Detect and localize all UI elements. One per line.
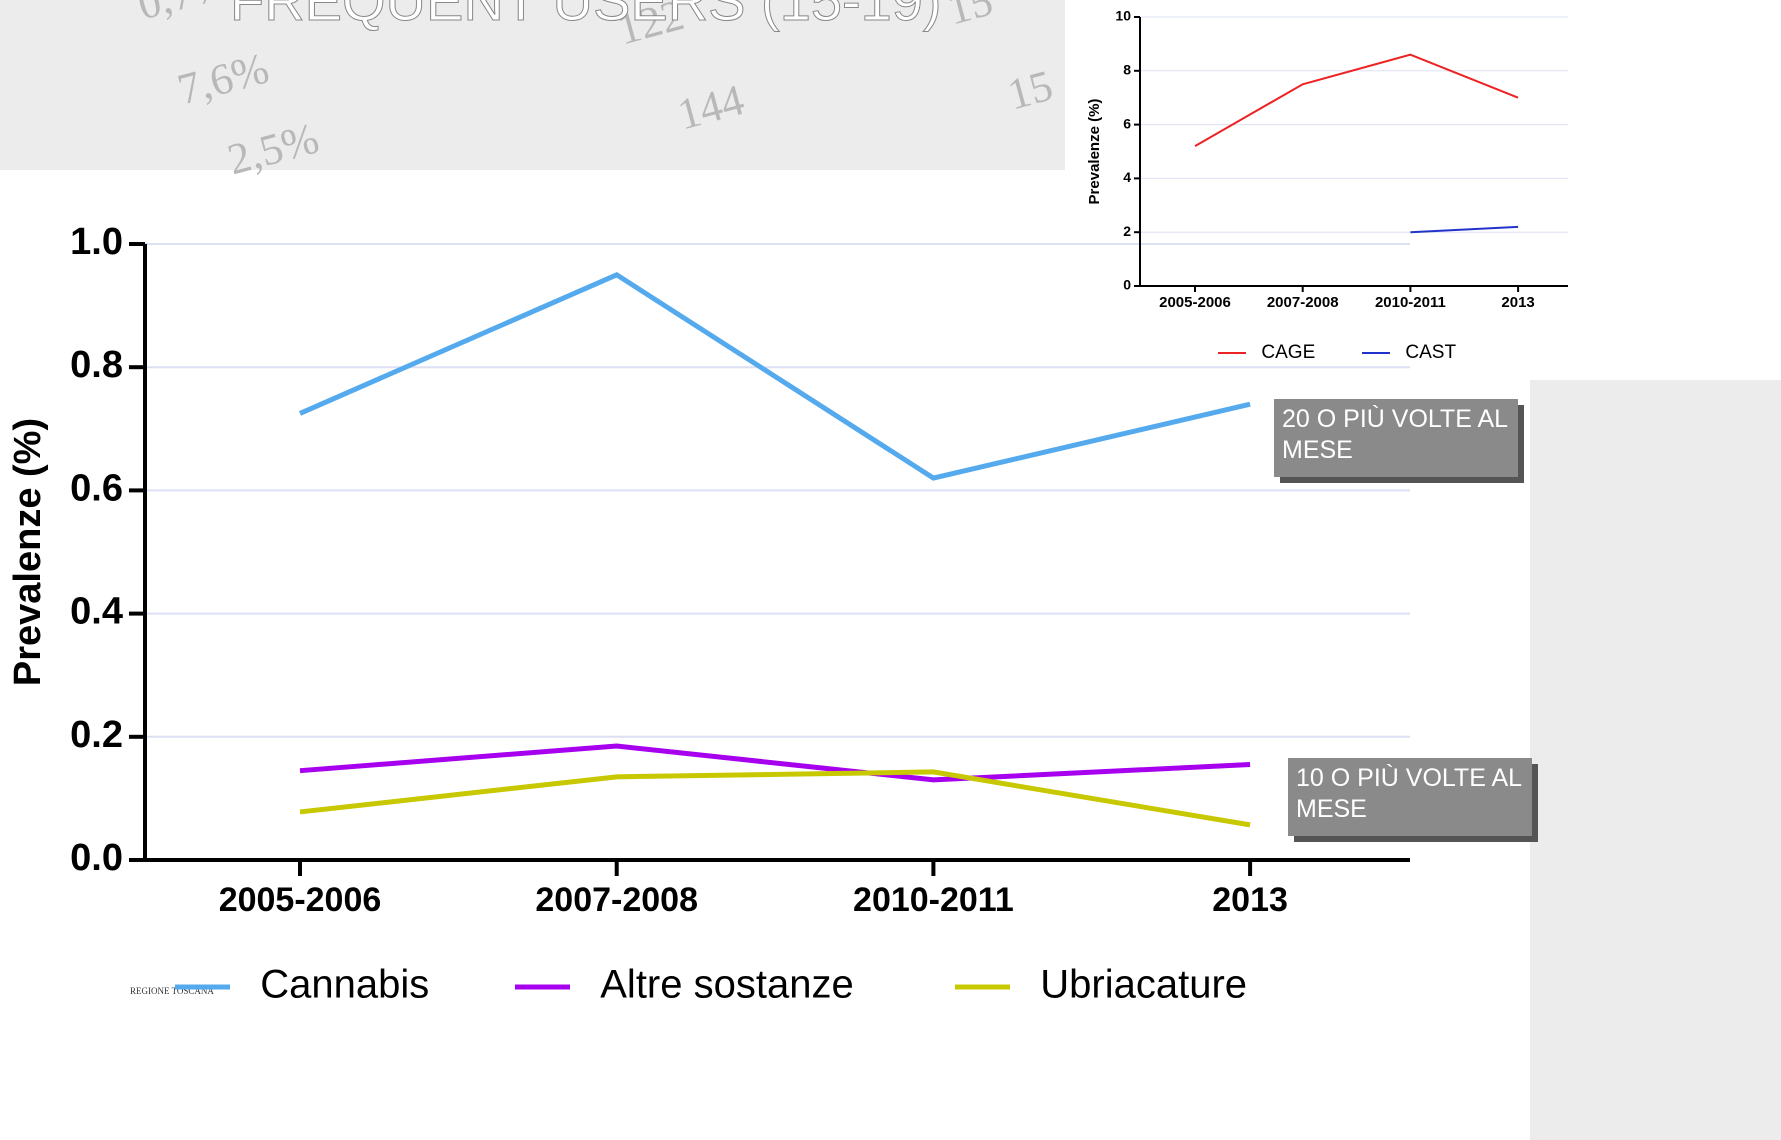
series-line [299,743,1251,783]
y-tick-label: 6 [1123,115,1131,131]
y-tick-label: 0.0 [70,837,123,879]
annotation-box [1274,399,1518,477]
x-tick-label: 2005-2006 [1159,294,1231,311]
series-line [298,271,1251,481]
x-tick-label: 2013 [1212,881,1288,919]
annotation-wrap: 10 O PIÙ VOLTE AL MESE [1296,764,1522,823]
y-tick-label: 8 [1123,62,1131,78]
y-tick-label: 10 [1115,8,1131,24]
x-tick-label: 2010-2011 [1375,294,1446,311]
y-tick-label: 0.8 [70,344,123,386]
chart: 0 2 4 6 8 10 Prevalenze (%) 2005-2006 2007-2008 2… [1086,8,1568,363]
legend-label: Altre sostanze [600,963,853,1007]
annotation: 10 O PIÙ VOLTE AL MESE [1288,758,1538,842]
series-line [1410,225,1519,234]
annotation-text: 10 O PIÙ VOLTE AL MESE [1296,764,1522,823]
y-tick-label: 0 [1123,277,1131,293]
x-tick-label: 2007-2008 [535,881,698,919]
y-tick-label: 4 [1123,169,1131,185]
annotation: 20 O PIÙ VOLTE AL MESE [1274,399,1524,483]
annotation-box [1288,758,1532,836]
x-tick-label: 2007-2008 [1267,294,1339,311]
logo: REGIONE TOSCANA [130,986,214,996]
slide-title: FREQUENT USERS (15-19) [230,0,942,32]
y-tick-label: 0.4 [70,591,123,633]
legend-label: Cannabis [260,963,429,1007]
y-axis-label: Prevalenze (%) [7,418,49,686]
chart: 0.0 0.2 0.4 0.6 0.8 1.0 Prevalenze (%) 2005-200… [7,221,1410,1007]
legend-label: Ubriacature [1040,963,1247,1007]
side-photo [1530,380,1781,1140]
series-line [299,769,1251,828]
x-tick-label: 2010-2011 [853,881,1014,919]
legend-label: CAST [1405,342,1456,363]
x-tick-label: 2013 [1501,294,1534,311]
y-tick-label: 0.2 [70,714,123,756]
x-tick-label: 2005-2006 [219,881,382,919]
annotation-wrap: 20 O PIÙ VOLTE AL MESE [1282,405,1508,464]
header-photo [0,0,1070,170]
y-tick-label: 2 [1123,223,1131,239]
y-axis-label: Prevalenze (%) [1086,99,1103,205]
inset-panel [1065,0,1781,380]
legend-label: CAGE [1261,342,1315,363]
y-tick-label: 0.6 [70,467,123,509]
y-tick-label: 1.0 [70,221,123,263]
series-line [1194,53,1519,147]
background-numbers: 0,7% 7,6% 2,5% 122 144 15 15 [133,0,1058,184]
annotation-text: 20 O PIÙ VOLTE AL MESE [1282,405,1508,464]
